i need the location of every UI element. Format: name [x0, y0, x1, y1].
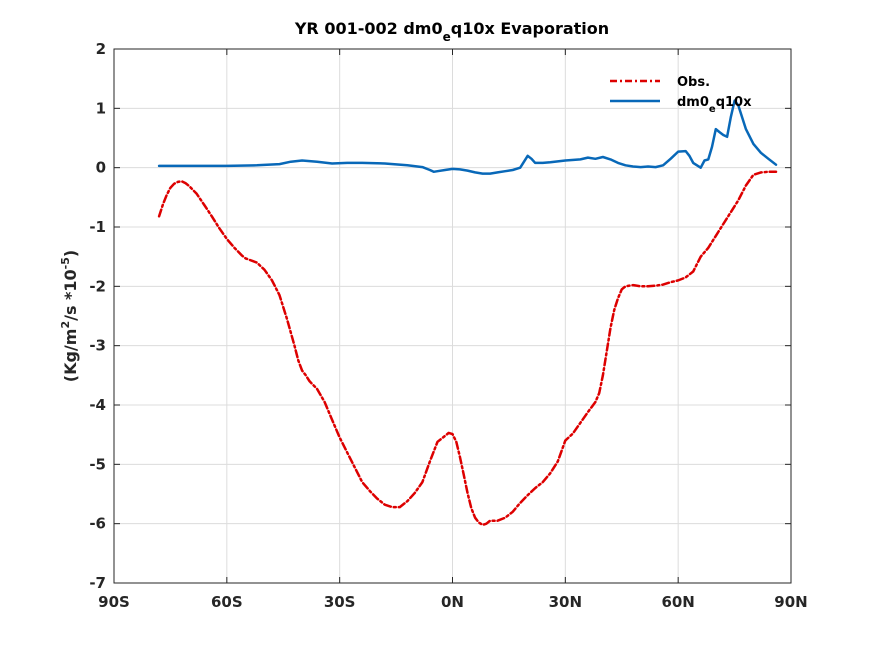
- y-tick-label: -1: [89, 218, 106, 236]
- y-tick-label: -3: [89, 337, 106, 355]
- x-tick-label: 90N: [774, 593, 807, 611]
- legend: Obs. dm0eq10x: [610, 75, 752, 115]
- y-axis-label-post: ): [61, 250, 80, 257]
- series-line-model: [157, 99, 778, 175]
- legend-label-model: dm0eq10x: [677, 95, 752, 115]
- legend-label-model-sub: e: [709, 104, 716, 115]
- chart-title-main: YR 001-002 dm0: [294, 19, 443, 38]
- chart-title-rest: q10x Evaporation: [451, 19, 609, 38]
- y-axis-label-pre: (Kg/m: [61, 329, 80, 383]
- y-tick-label: 0: [96, 159, 106, 177]
- x-tick-label: 60N: [661, 593, 694, 611]
- y-axis-label-sup1: 2: [59, 321, 72, 329]
- x-tick-label: 90S: [98, 593, 130, 611]
- y-tick-label: 2: [96, 40, 106, 58]
- x-tick-label: 30N: [549, 593, 582, 611]
- legend-label-obs: Obs.: [677, 75, 710, 90]
- y-axis-label-mid: /s *10: [61, 269, 80, 321]
- y-tick-label: -5: [89, 455, 106, 473]
- y-axis-label: (Kg/m2/s *10-5): [59, 250, 80, 382]
- chart-title: YR 001-002 dm0eq10x Evaporation: [294, 19, 609, 44]
- x-tick-label: 0N: [441, 593, 464, 611]
- ticks: 90S 60S 30S 0N 30N 60N 90N 2 1 0 -1 -2 -3 -4 -5 -6 -7: [89, 40, 807, 611]
- y-tick-label: -4: [89, 396, 106, 414]
- y-axis-label-sup2: -5: [59, 257, 72, 269]
- legend-label-model-main: dm0: [677, 95, 709, 110]
- y-tick-label: -2: [89, 277, 106, 295]
- x-tick-label: 30S: [324, 593, 356, 611]
- chart-title-sub: e: [443, 30, 451, 44]
- series-layer: [157, 99, 778, 527]
- x-tick-label: 60S: [211, 593, 243, 611]
- y-tick-label: -6: [89, 515, 106, 533]
- y-tick-label: -7: [89, 574, 106, 592]
- series-line-obs: [157, 170, 778, 527]
- y-tick-label: 1: [96, 99, 106, 117]
- legend-label-model-rest: q10x: [716, 95, 752, 110]
- grid: [113, 48, 792, 584]
